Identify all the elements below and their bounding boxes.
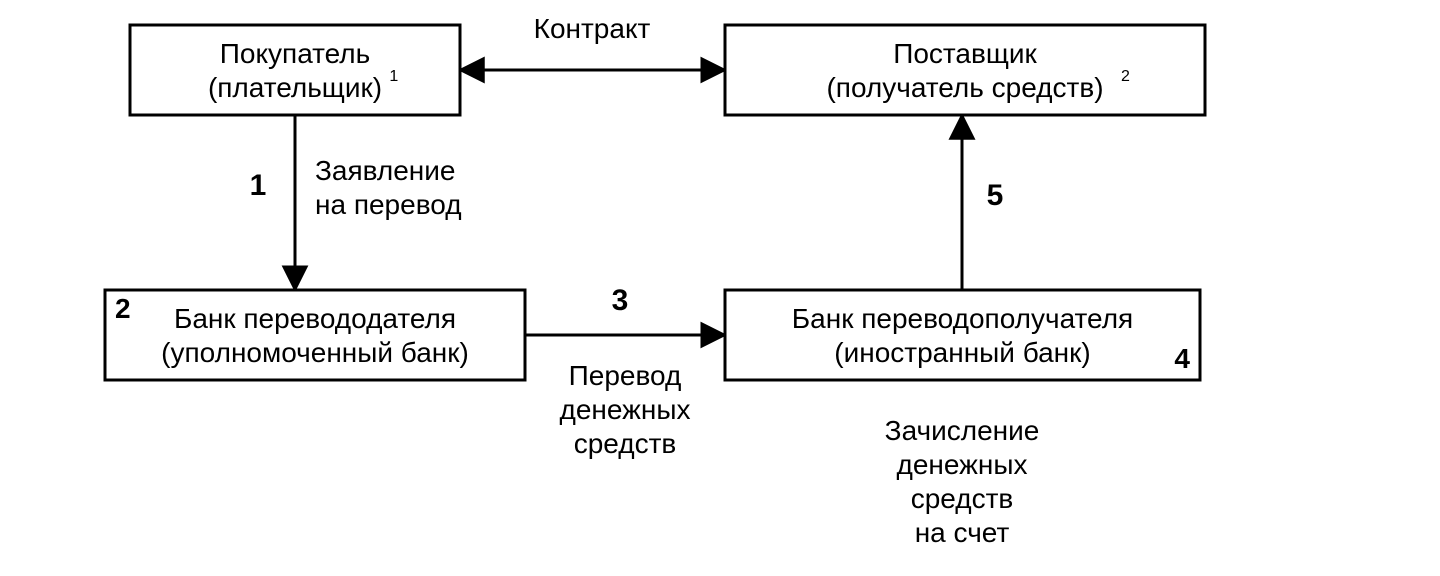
node-superscript-supplier: 2 xyxy=(1121,68,1130,85)
edge-application: 1 Заявлениена перевод xyxy=(250,115,462,290)
edge-step-credit: 5 xyxy=(987,179,1004,212)
node-sender-bank: Банк перевододателя(уполномоченный банк)… xyxy=(105,290,525,380)
node-receiver-bank: Банк переводополучателя(иностранный банк… xyxy=(725,290,1200,380)
edge-step-application: 1 xyxy=(250,169,267,202)
node-corner-number-sender-bank: 2 xyxy=(115,293,131,324)
edge-step-transfer: 3 xyxy=(612,284,629,317)
node-supplier: Поставщик(получатель средств)2 xyxy=(725,25,1205,115)
node-superscript-buyer: 1 xyxy=(389,68,398,85)
edge-label-transfer: Переводденежныхсредств xyxy=(560,360,691,459)
edge-label-contract: Контракт xyxy=(534,13,651,44)
edge-credit: 5 xyxy=(962,115,1003,290)
free-label-credit-caption: Зачислениеденежныхсредствна счет xyxy=(885,415,1040,548)
edge-label-application: Заявлениена перевод xyxy=(315,155,462,220)
node-buyer: Покупатель(плательщик)1 xyxy=(130,25,460,115)
node-corner-number-receiver-bank: 4 xyxy=(1174,343,1190,374)
edge-transfer: 3 Переводденежныхсредств xyxy=(525,284,725,459)
edge-contract: Контракт xyxy=(460,13,725,70)
